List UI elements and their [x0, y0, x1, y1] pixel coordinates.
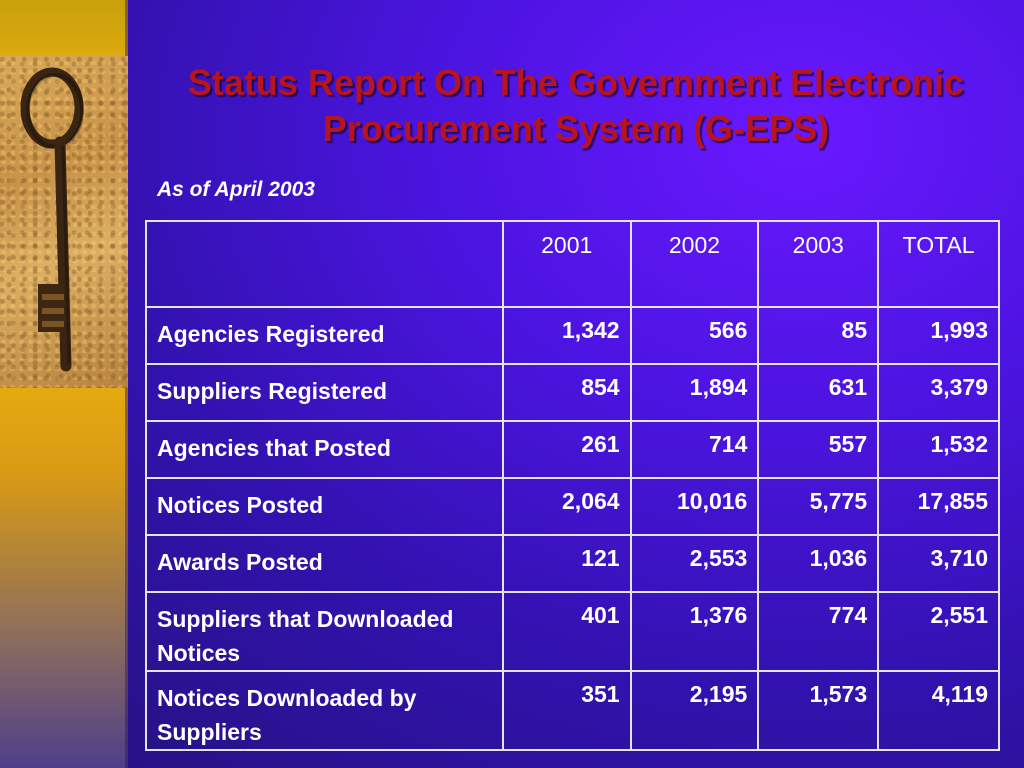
cell-2003: 557	[757, 420, 880, 479]
report-date: As of April 2003	[157, 178, 315, 201]
cell-2002: 1,894	[629, 363, 760, 422]
table-row: Agencies Registered 1,342 566 85 1,993	[145, 306, 1000, 365]
cell-2003: 631	[757, 363, 880, 422]
cell-2001: 351	[501, 670, 632, 751]
table-row: Awards Posted 121 2,553 1,036 3,710	[145, 534, 1000, 593]
row-label: Agencies that Posted	[145, 420, 504, 479]
cell-2003: 1,036	[757, 534, 880, 593]
cell-2001: 121	[501, 534, 632, 593]
cell-2001: 2,064	[501, 477, 632, 536]
cell-2001: 401	[501, 591, 632, 672]
table-header-row: 2001 2002 2003 TOTAL	[145, 220, 1000, 308]
header-2001: 2001	[501, 220, 632, 308]
row-label: Suppliers Registered	[145, 363, 504, 422]
cell-2002: 2,195	[629, 670, 760, 751]
row-label: Awards Posted	[145, 534, 504, 593]
header-2003: 2003	[757, 220, 880, 308]
cell-2003: 5,775	[757, 477, 880, 536]
header-total: TOTAL	[877, 220, 1000, 308]
header-2002: 2002	[629, 220, 760, 308]
key-icon	[20, 67, 84, 372]
table-row: Suppliers Registered 854 1,894 631 3,379	[145, 363, 1000, 422]
table-row: Suppliers that Downloaded Notices 401 1,…	[145, 591, 1000, 672]
cell-2002: 10,016	[629, 477, 760, 536]
status-report-table: 2001 2002 2003 TOTAL Agencies Registered…	[145, 220, 1000, 751]
key-photo	[0, 56, 128, 388]
cell-total: 1,993	[877, 306, 1000, 365]
cell-2002: 566	[629, 306, 760, 365]
cell-total: 3,379	[877, 363, 1000, 422]
table-row: Agencies that Posted 261 714 557 1,532	[145, 420, 1000, 479]
row-label: Agencies Registered	[145, 306, 504, 365]
cell-2001: 261	[501, 420, 632, 479]
cell-2001: 1,342	[501, 306, 632, 365]
cell-2002: 1,376	[629, 591, 760, 672]
cell-2003: 1,573	[757, 670, 880, 751]
cell-total: 2,551	[877, 591, 1000, 672]
header-empty	[145, 220, 504, 308]
cell-total: 17,855	[877, 477, 1000, 536]
table-row: Notices Posted 2,064 10,016 5,775 17,855	[145, 477, 1000, 536]
cell-2002: 714	[629, 420, 760, 479]
cell-total: 4,119	[877, 670, 1000, 751]
row-label: Notices Posted	[145, 477, 504, 536]
row-label: Notices Downloaded by Suppliers	[145, 670, 504, 751]
table-row: Notices Downloaded by Suppliers 351 2,19…	[145, 670, 1000, 751]
slide-title: Status Report On The Government Electron…	[187, 62, 965, 149]
cell-2001: 854	[501, 363, 632, 422]
row-label: Suppliers that Downloaded Notices	[145, 591, 504, 672]
cell-total: 3,710	[877, 534, 1000, 593]
cell-2003: 774	[757, 591, 880, 672]
cell-total: 1,532	[877, 420, 1000, 479]
cell-2003: 85	[757, 306, 880, 365]
cell-2002: 2,553	[629, 534, 760, 593]
